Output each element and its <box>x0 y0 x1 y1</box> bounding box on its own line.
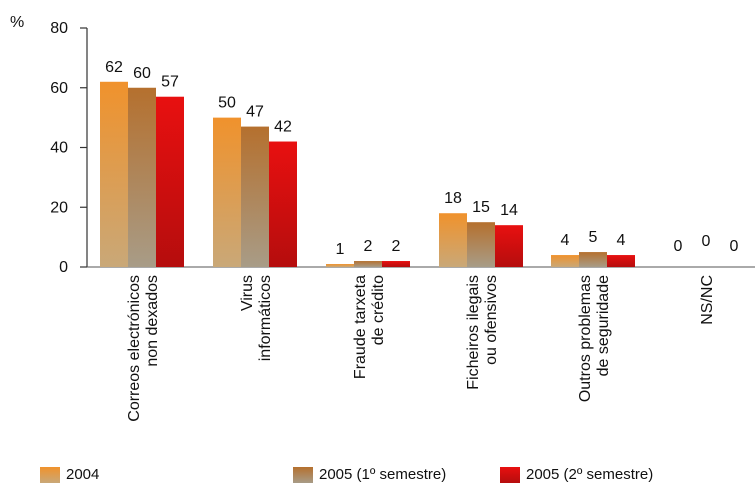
category-label-line: NS/NC <box>699 275 716 325</box>
category-label: Ficheiros ilegais ou ofensivos <box>465 275 500 390</box>
legend-swatch <box>293 466 313 483</box>
y-axis-label: % <box>10 14 24 31</box>
bar <box>467 222 495 267</box>
bar <box>495 225 523 267</box>
y-tick-label: 40 <box>50 140 68 157</box>
legend-item-2004: 2004 <box>40 466 99 483</box>
y-tick-label: 20 <box>50 199 68 216</box>
data-label: 1 <box>336 241 345 258</box>
category-label: NS/NC <box>699 275 716 325</box>
category-label-line: ou ofensivos <box>483 275 500 365</box>
bar <box>354 261 382 267</box>
data-label: 62 <box>105 59 123 76</box>
data-label: 2 <box>364 238 373 255</box>
legend-swatch <box>500 466 520 483</box>
legend-label: 2005 (1º semestre) <box>319 466 447 483</box>
bar <box>607 255 635 267</box>
bar <box>269 141 297 267</box>
category-label-line: de crédito <box>370 275 387 345</box>
y-tick-label: 0 <box>59 259 68 276</box>
bar <box>241 126 269 268</box>
bar <box>156 96 184 268</box>
bar <box>326 264 354 267</box>
data-label: 2 <box>392 238 401 255</box>
legend: 2004 2005 (1º semestre) 2005 (2º semestr… <box>0 466 755 490</box>
category-label-line: Correos electrónicos <box>126 275 143 422</box>
data-label: 18 <box>444 190 462 207</box>
category-label-line: Ficheiros ilegais <box>465 275 482 390</box>
data-label: 47 <box>246 104 264 121</box>
category-label: Virus informáticos <box>239 275 274 361</box>
category-label-line: Outros problemas <box>577 275 594 402</box>
data-label: 14 <box>500 202 518 219</box>
data-label: 4 <box>561 232 570 249</box>
category-label: Correos electrónicos non dexados <box>126 275 161 422</box>
bar <box>382 261 410 267</box>
data-label: 42 <box>274 119 292 136</box>
category-label-line: non dexados <box>144 275 161 367</box>
bar <box>213 117 241 267</box>
category-label-line: de seguridade <box>595 275 612 377</box>
legend-label: 2004 <box>66 466 100 483</box>
category-label: Fraude tarxeta de crédito <box>352 275 387 379</box>
data-label: 4 <box>617 232 626 249</box>
data-label: 5 <box>589 229 598 246</box>
y-tick-label: 80 <box>50 20 68 37</box>
legend-item-2005-2: 2005 (2º semestre) <box>500 466 653 483</box>
data-label: 50 <box>218 95 236 112</box>
category-label-line: Fraude tarxeta <box>352 275 369 379</box>
category-label-line: Virus <box>239 275 256 311</box>
legend-label: 2005 (2º semestre) <box>526 466 654 483</box>
bar <box>128 87 156 267</box>
legend-swatch <box>40 466 60 483</box>
bar <box>579 252 607 267</box>
category-label: Outros problemas de seguridade <box>577 275 612 402</box>
y-tick-label: 60 <box>50 80 68 97</box>
data-label: 15 <box>472 199 490 216</box>
data-label: 0 <box>674 238 683 255</box>
data-label: 57 <box>161 74 179 91</box>
bar <box>551 255 579 267</box>
bar <box>100 81 128 268</box>
category-label-line: informáticos <box>257 275 274 361</box>
data-label: 0 <box>702 233 711 250</box>
data-label: 0 <box>730 238 739 255</box>
data-label: 60 <box>133 65 151 82</box>
bar <box>439 213 467 267</box>
legend-item-2005-1: 2005 (1º semestre) <box>293 466 446 483</box>
